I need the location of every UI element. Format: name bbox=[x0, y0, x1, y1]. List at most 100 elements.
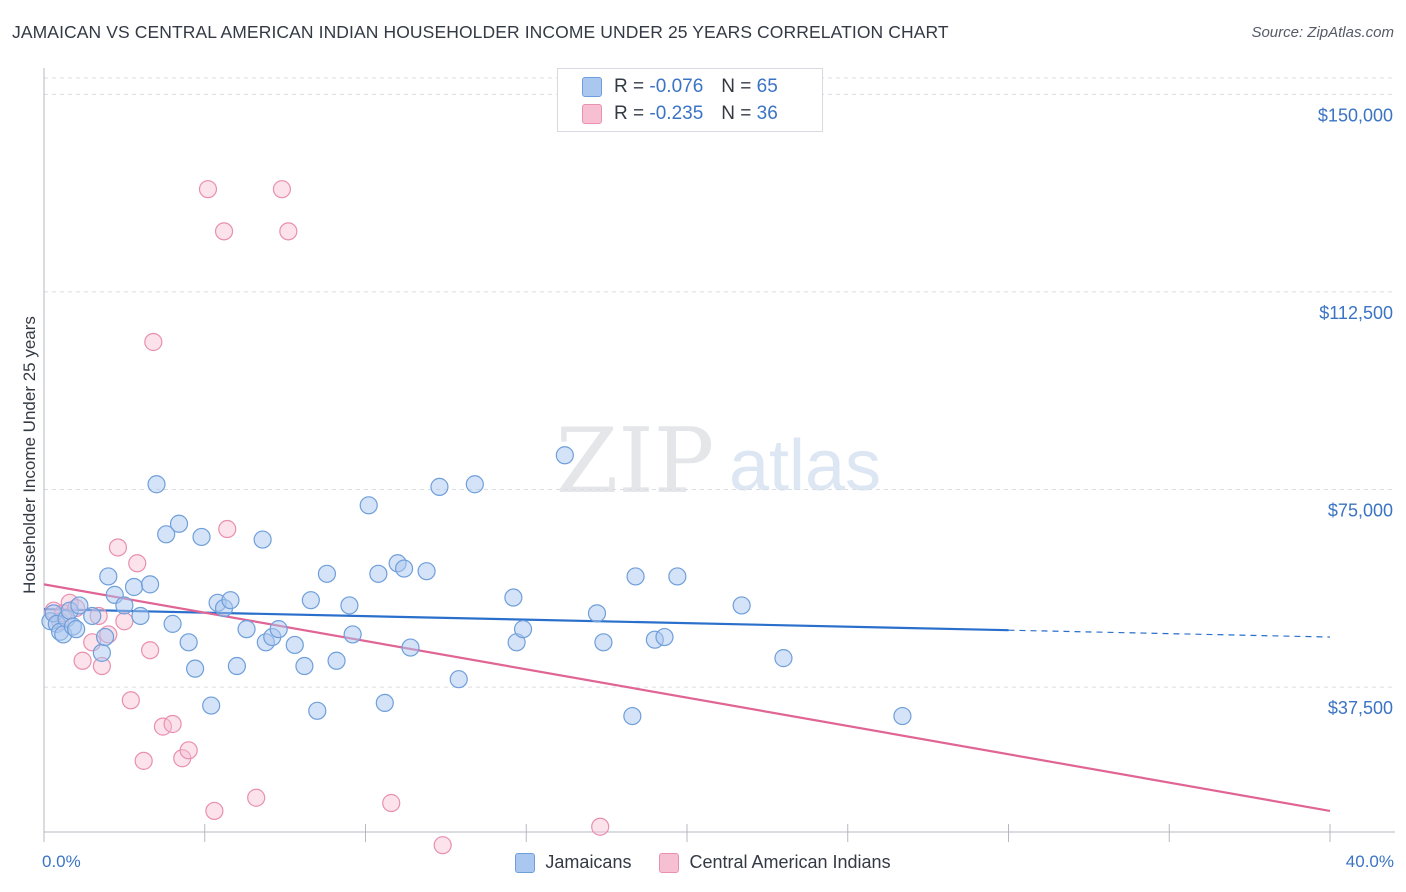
blue-swatch-icon bbox=[582, 77, 602, 97]
y-tick-label: $37,500 bbox=[1328, 698, 1393, 718]
data-point-jamaicans bbox=[269, 620, 288, 639]
data-point-central-american-indians bbox=[382, 793, 401, 813]
blue-swatch-icon bbox=[515, 852, 536, 873]
data-point-jamaicans bbox=[169, 514, 189, 533]
data-point-jamaicans bbox=[221, 591, 240, 610]
data-point-jamaicans bbox=[237, 620, 256, 639]
legend-n-label: N = bbox=[721, 103, 752, 124]
points-jamaicans bbox=[41, 446, 912, 726]
data-point-jamaicans bbox=[893, 706, 912, 726]
source-label: Source: ZipAtlas.com bbox=[1251, 24, 1394, 41]
legend-n-value: 36 bbox=[756, 103, 778, 124]
data-point-jamaicans bbox=[192, 527, 211, 547]
data-point-jamaicans bbox=[157, 525, 176, 544]
data-point-jamaicans bbox=[140, 575, 160, 594]
data-point-central-american-indians bbox=[163, 714, 182, 734]
data-point-central-american-indians bbox=[279, 222, 298, 241]
data-point-central-american-indians bbox=[247, 788, 266, 807]
legend-row-central-american-indians: R = -0.235 N = 36 bbox=[582, 102, 778, 126]
legend-n-value: 65 bbox=[756, 76, 778, 97]
data-point-jamaicans bbox=[513, 620, 533, 639]
data-point-jamaicans bbox=[327, 651, 346, 670]
data-point-jamaicans bbox=[555, 446, 574, 465]
data-point-jamaicans bbox=[626, 567, 645, 586]
legend-item-jamaicans: Jamaicans bbox=[515, 852, 631, 873]
legend-r-label: R = bbox=[614, 76, 645, 97]
y-tick-labels: $37,500 $75,000 $112,500 $150,000 bbox=[1318, 105, 1393, 718]
data-point-jamaicans bbox=[285, 635, 304, 655]
data-point-central-american-indians bbox=[115, 612, 134, 631]
trend-lines bbox=[43, 583, 1331, 813]
legend-r-value: -0.076 bbox=[649, 76, 704, 97]
data-point-jamaicans bbox=[186, 659, 205, 678]
watermark-zip: ZIP bbox=[556, 409, 715, 514]
watermark-atlas: atlas bbox=[729, 426, 881, 506]
data-point-jamaicans bbox=[227, 656, 246, 676]
pink-swatch-icon bbox=[582, 104, 602, 124]
data-point-central-american-indians bbox=[433, 836, 452, 855]
data-point-jamaicans bbox=[147, 475, 166, 494]
data-point-jamaicans bbox=[732, 596, 751, 615]
data-point-central-american-indians bbox=[179, 741, 198, 760]
data-point-jamaicans bbox=[70, 596, 89, 615]
data-point-jamaicans bbox=[465, 475, 484, 494]
data-point-jamaicans bbox=[131, 606, 150, 626]
data-point-jamaicans bbox=[401, 638, 420, 657]
data-point-jamaicans bbox=[179, 633, 198, 652]
legend-item-central-american-indians: Central American Indians bbox=[659, 852, 891, 873]
data-point-jamaicans bbox=[202, 696, 221, 715]
correlation-legend: R = -0.076 N = 65 R = -0.235 N = 36 bbox=[557, 68, 823, 132]
data-point-jamaicans bbox=[668, 567, 687, 586]
data-point-central-american-indians bbox=[198, 180, 218, 199]
grid-lines bbox=[44, 77, 1395, 688]
legend-row-jamaicans: R = -0.076 N = 65 bbox=[582, 75, 778, 99]
legend-item-label: Jamaicans bbox=[545, 852, 632, 872]
data-point-jamaicans bbox=[99, 567, 118, 586]
x-ticks bbox=[43, 824, 1331, 842]
data-point-jamaicans bbox=[623, 706, 642, 726]
data-point-jamaicans bbox=[83, 606, 102, 626]
data-point-jamaicans bbox=[417, 562, 436, 581]
data-point-jamaicans bbox=[375, 693, 394, 713]
data-point-central-american-indians bbox=[128, 554, 147, 573]
data-point-jamaicans bbox=[67, 620, 86, 639]
data-point-central-american-indians bbox=[108, 538, 128, 557]
chart-title: JAMAICAN VS CENTRAL AMERICAN INDIAN HOUS… bbox=[12, 22, 949, 42]
x-tick-label-max: 40.0% bbox=[1345, 852, 1394, 871]
data-point-jamaicans bbox=[394, 559, 414, 578]
legend-n-label: N = bbox=[721, 76, 752, 97]
data-point-jamaicans bbox=[655, 627, 674, 647]
data-point-jamaicans bbox=[504, 588, 523, 607]
legend-r-label: R = bbox=[614, 103, 645, 124]
data-point-jamaicans bbox=[253, 530, 272, 549]
data-point-jamaicans bbox=[774, 649, 793, 668]
trend-line-central-american-indians bbox=[43, 583, 1331, 813]
points-central-american-indians bbox=[44, 180, 610, 855]
data-point-jamaicans bbox=[587, 604, 607, 623]
x-tick-label-min: 0.0% bbox=[42, 852, 81, 871]
data-point-jamaicans bbox=[343, 625, 362, 644]
data-point-central-american-indians bbox=[218, 519, 237, 539]
trend-line-jamaicans-extension bbox=[1008, 629, 1331, 638]
data-point-jamaicans bbox=[124, 577, 144, 597]
data-point-central-american-indians bbox=[134, 751, 153, 770]
series-legend: Jamaicans Central American Indians bbox=[0, 852, 1406, 873]
data-point-jamaicans bbox=[317, 564, 337, 583]
data-point-jamaicans bbox=[359, 496, 378, 515]
data-point-central-american-indians bbox=[214, 222, 234, 241]
y-tick-label: $112,500 bbox=[1319, 303, 1393, 323]
data-point-jamaicans bbox=[369, 564, 388, 583]
data-point-jamaicans bbox=[340, 596, 359, 615]
data-point-central-american-indians bbox=[121, 691, 140, 710]
data-point-jamaicans bbox=[295, 656, 314, 676]
data-point-jamaicans bbox=[594, 633, 613, 652]
data-point-central-american-indians bbox=[205, 801, 224, 821]
data-point-central-american-indians bbox=[144, 332, 163, 352]
legend-item-label: Central American Indians bbox=[689, 852, 891, 872]
y-tick-label: $75,000 bbox=[1328, 501, 1393, 521]
data-point-jamaicans bbox=[430, 477, 449, 496]
pink-swatch-icon bbox=[659, 852, 680, 873]
data-point-jamaicans bbox=[115, 596, 134, 615]
y-tick-label: $150,000 bbox=[1318, 105, 1393, 125]
